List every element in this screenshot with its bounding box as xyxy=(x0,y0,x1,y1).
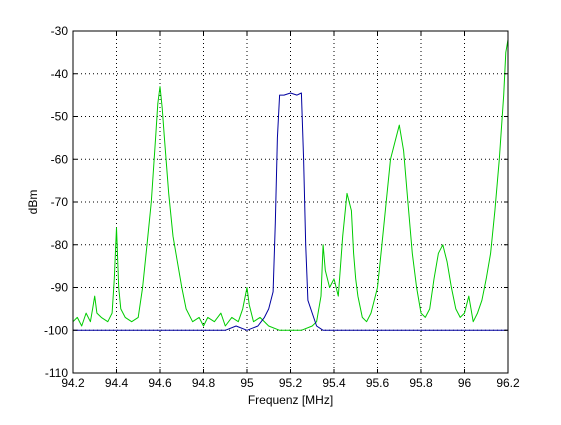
x-tick-label: 95 xyxy=(240,376,254,390)
y-tick-label: -40 xyxy=(51,67,69,81)
y-tick-label: -90 xyxy=(51,281,69,295)
x-tick-label: 96 xyxy=(458,376,472,390)
y-tick-label: -110 xyxy=(45,366,68,380)
x-tick-label: 94.8 xyxy=(192,376,216,390)
y-tick-labels: -110 -100 -90 -80 -70 -60 -50 -40 -30 xyxy=(44,24,68,380)
series-layer xyxy=(72,39,509,331)
y-tick-label: -30 xyxy=(51,24,69,38)
y-tick-label: -70 xyxy=(51,195,69,209)
x-tick-label: 94.2 xyxy=(61,376,85,390)
x-tick-label: 94.4 xyxy=(105,376,129,390)
x-tick-label: 96.2 xyxy=(496,376,520,390)
x-axis-label: Frequenz [MHz] xyxy=(248,393,333,407)
y-tick-label: -50 xyxy=(51,110,69,124)
y-tick-label: -80 xyxy=(51,238,69,252)
y-tick-label: -60 xyxy=(51,152,69,166)
x-tick-label: 95.8 xyxy=(409,376,433,390)
plot-area xyxy=(73,31,508,373)
x-tick-label: 95.6 xyxy=(366,376,390,390)
series-line-2 xyxy=(73,92,508,331)
axis-ticks xyxy=(72,30,509,374)
x-tick-label: 95.2 xyxy=(279,376,303,390)
x-tick-label: 94.6 xyxy=(148,376,172,390)
series-line-1 xyxy=(72,39,509,331)
x-tick-labels: 94.2 94.4 94.6 94.8 95 95.2 95.4 95.6 95.8 96 96.2 xyxy=(61,376,520,390)
x-tick-label: 95.4 xyxy=(322,376,346,390)
y-axis-label: dBm xyxy=(26,190,40,215)
y-tick-label: -100 xyxy=(44,323,68,337)
